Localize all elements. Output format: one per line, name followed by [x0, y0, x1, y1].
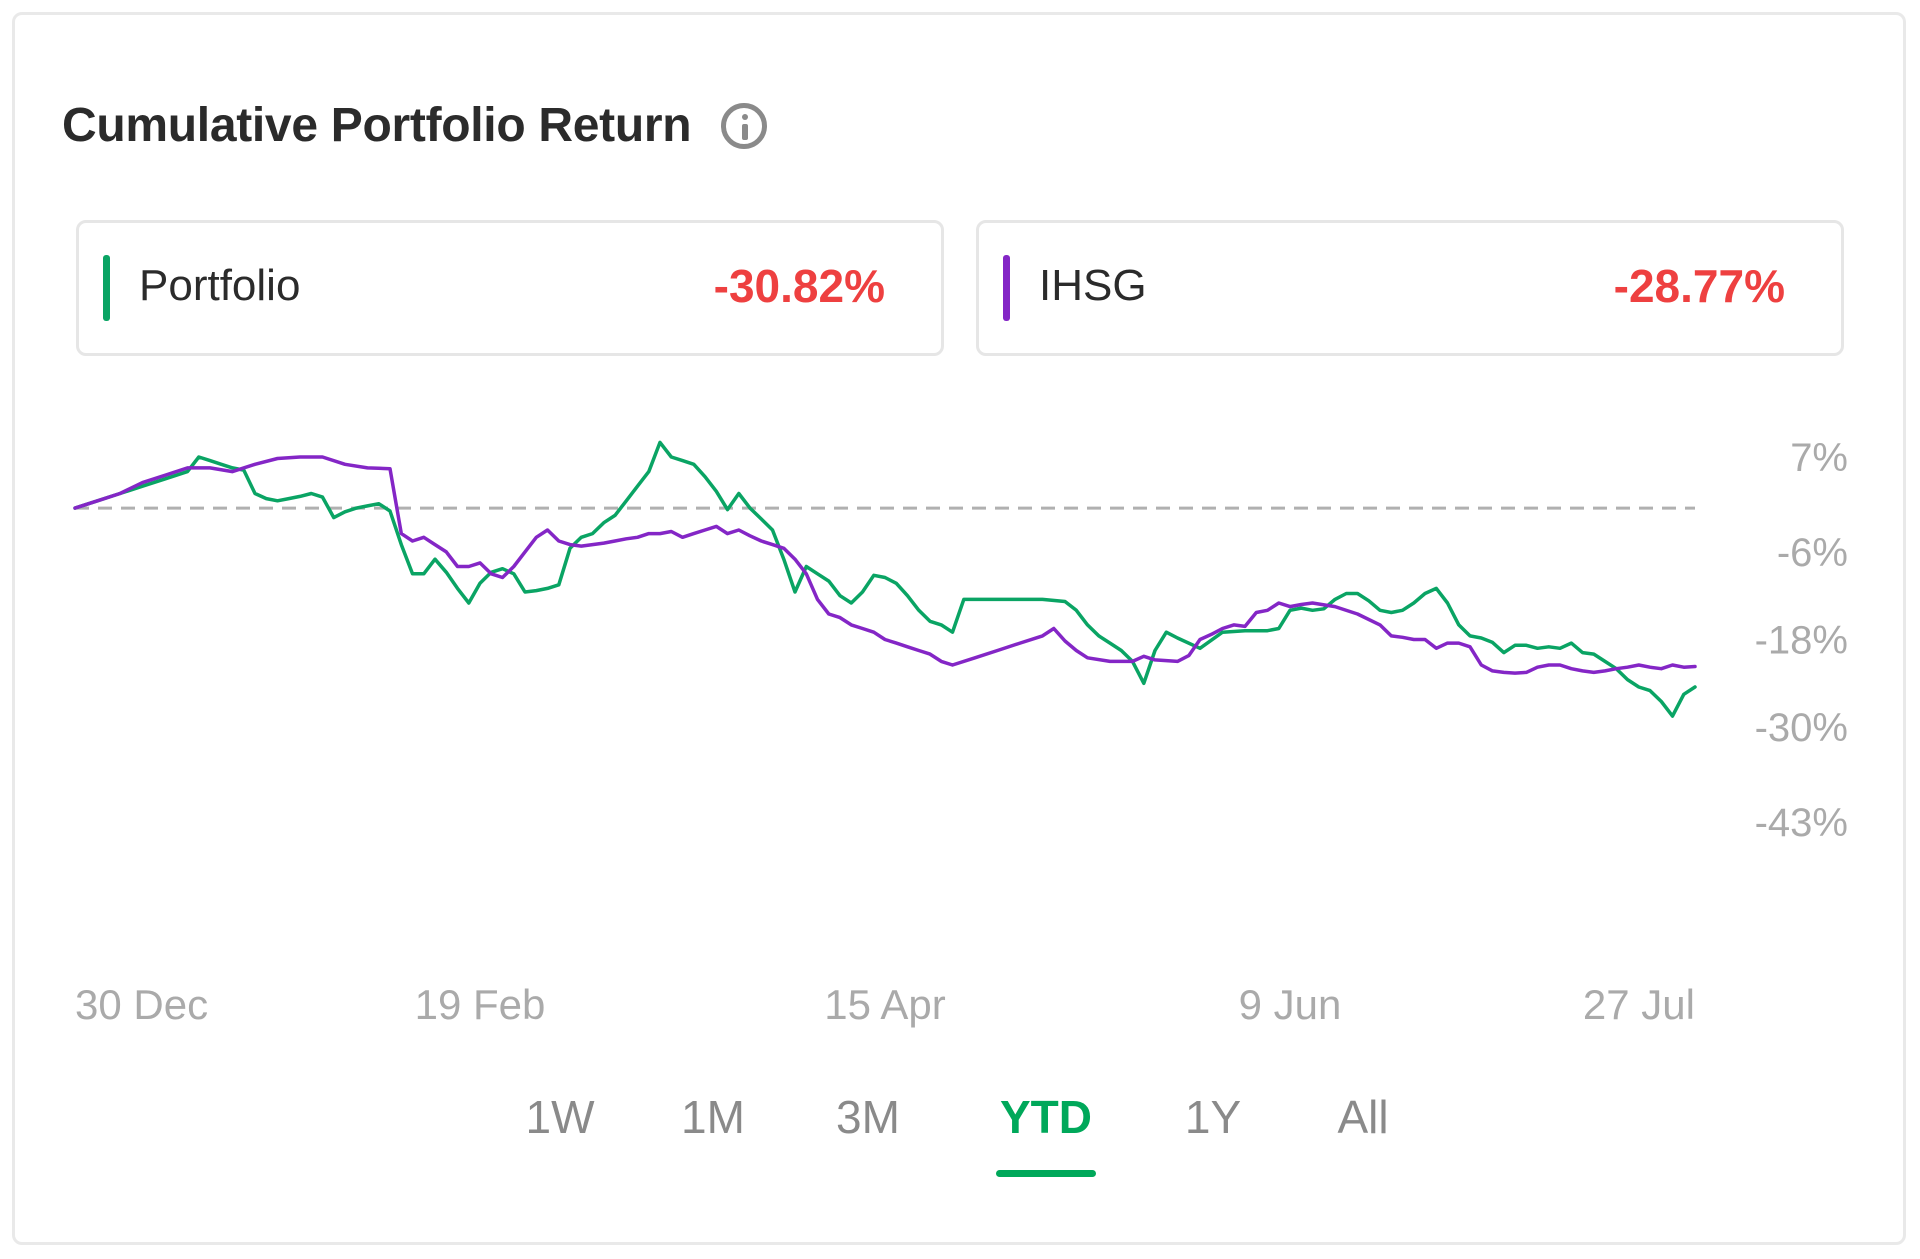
header: Cumulative Portfolio Return: [62, 98, 768, 153]
legend-ihsg: IHSG -28.77%: [976, 220, 1844, 356]
x-tick-label: 27 Jul: [1583, 981, 1695, 1028]
x-tick-label: 30 Dec: [75, 981, 208, 1028]
legend-portfolio: Portfolio -30.82%: [76, 220, 944, 356]
tab-ytd[interactable]: YTD: [1000, 1091, 1092, 1143]
x-tick-label: 15 Apr: [824, 981, 945, 1028]
tab-3m[interactable]: 3M: [836, 1091, 900, 1143]
legend-series-name: Portfolio: [139, 261, 301, 310]
tab-1m[interactable]: 1M: [681, 1091, 745, 1143]
legend-color-bar: [1003, 255, 1010, 321]
page-title: Cumulative Portfolio Return: [62, 99, 692, 152]
x-tick-label: 19 Feb: [415, 981, 546, 1028]
y-tick-label: -18%: [1755, 619, 1848, 663]
y-tick-label: -30%: [1755, 706, 1848, 750]
x-tick-label: 9 Jun: [1239, 981, 1342, 1028]
legend-series-value: -30.82%: [713, 260, 885, 312]
tab-all[interactable]: All: [1337, 1091, 1389, 1143]
y-tick-label: -6%: [1777, 531, 1848, 575]
series-line-portfolio: [73, 440, 1697, 718]
y-tick-label: -43%: [1755, 801, 1848, 845]
info-icon[interactable]: [721, 102, 768, 149]
legend-color-bar: [103, 255, 110, 321]
y-tick-label: 7%: [1790, 436, 1848, 480]
period-tabs: 1W 1M 3M YTD 1Y All: [0, 1090, 1920, 1190]
series-line-ihsg: [73, 455, 1697, 675]
chart-card: [12, 12, 1906, 1245]
tab-1y[interactable]: 1Y: [1184, 1091, 1242, 1143]
tab-1w[interactable]: 1W: [525, 1091, 595, 1143]
active-tab-underline: [996, 1170, 1096, 1177]
legend-series-value: -28.77%: [1613, 260, 1785, 312]
legend-series-name: IHSG: [1039, 261, 1147, 310]
